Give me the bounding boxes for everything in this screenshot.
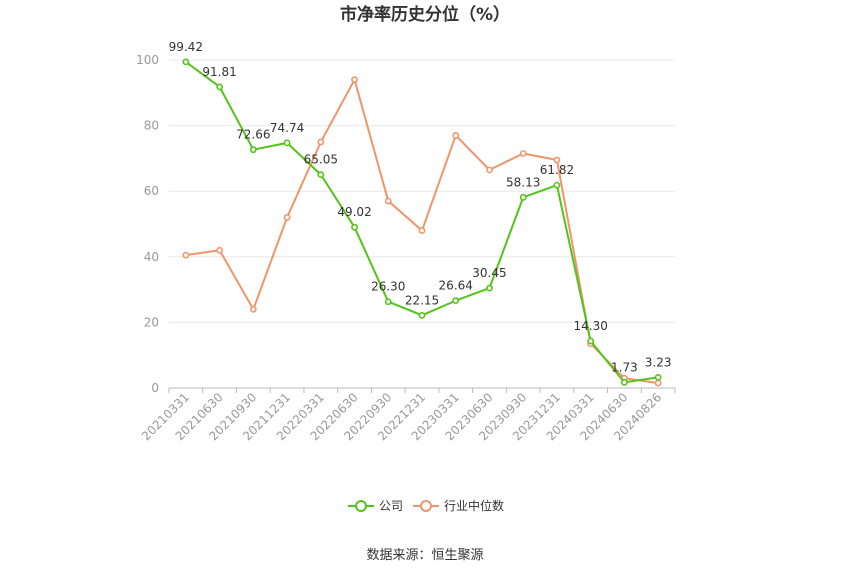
data-point[interactable] <box>654 379 662 387</box>
data-point[interactable] <box>216 246 223 254</box>
y-tick-label: 80 <box>144 119 159 133</box>
data-point[interactable] <box>351 223 358 231</box>
data-label: 91.81 <box>202 65 236 79</box>
y-tick-label: 0 <box>151 381 159 395</box>
data-point[interactable] <box>283 139 291 147</box>
data-label: 14.30 <box>573 319 607 333</box>
data-point[interactable] <box>452 297 460 305</box>
legend-item-industry-median[interactable]: 行业中位数 <box>413 498 504 513</box>
data-point[interactable] <box>418 311 426 319</box>
data-point[interactable] <box>384 197 392 205</box>
data-point[interactable] <box>553 181 561 189</box>
data-label: 30.45 <box>472 266 506 280</box>
y-tick-label: 60 <box>144 184 159 198</box>
legend-label-industry-median: 行业中位数 <box>444 498 504 513</box>
data-point[interactable] <box>452 132 460 139</box>
data-label: 99.42 <box>169 40 203 54</box>
legend-marker-industry-median <box>420 500 432 512</box>
data-label: 58.13 <box>506 175 540 189</box>
data-point[interactable] <box>654 374 662 381</box>
data-label: 74.74 <box>270 121 304 135</box>
legend-marker-company <box>355 500 367 512</box>
data-point[interactable] <box>317 138 325 146</box>
series-line <box>185 61 659 384</box>
data-label: 3.23 <box>645 355 672 369</box>
legend: 公司 行业中位数 <box>348 498 504 513</box>
data-label: 49.02 <box>337 205 371 219</box>
chart-title: 市净率历史分位（%） <box>340 4 510 25</box>
data-label: 26.64 <box>439 279 473 293</box>
data-label: 1.73 <box>611 360 638 374</box>
data-point[interactable] <box>182 58 190 66</box>
data-label: 72.66 <box>236 128 270 142</box>
data-point[interactable] <box>519 193 527 201</box>
data-point[interactable] <box>486 284 493 292</box>
data-labels: 99.42 91.81 72.66 74.74 65.05 49.02 26.3022.15… <box>169 40 672 374</box>
legend-item-company[interactable]: 公司 <box>348 499 403 513</box>
series <box>182 58 662 387</box>
y-tick-label: 20 <box>144 315 159 329</box>
data-point[interactable] <box>384 298 392 306</box>
data-point[interactable] <box>283 214 291 221</box>
data-label: 61.82 <box>540 163 574 177</box>
data-point[interactable] <box>317 171 325 179</box>
y-tick-label: 100 <box>136 53 159 67</box>
data-point[interactable] <box>249 146 257 154</box>
legend-label-company: 公司 <box>379 499 403 513</box>
data-point[interactable] <box>182 251 190 259</box>
data-label: 22.15 <box>405 293 439 307</box>
gridlines <box>169 59 675 323</box>
data-label: 65.05 <box>304 153 338 167</box>
y-tick-label: 40 <box>144 250 159 264</box>
data-label: 26.30 <box>371 280 405 294</box>
data-point[interactable] <box>249 305 257 313</box>
data-point[interactable] <box>351 76 358 84</box>
data-point[interactable] <box>519 150 527 157</box>
data-point[interactable] <box>216 83 223 91</box>
data-point[interactable] <box>621 378 628 386</box>
source-note: 数据来源：恒生聚源 <box>366 548 483 563</box>
data-point[interactable] <box>553 156 561 164</box>
data-point[interactable] <box>418 227 426 234</box>
data-point[interactable] <box>486 166 493 174</box>
data-point[interactable] <box>587 337 595 345</box>
